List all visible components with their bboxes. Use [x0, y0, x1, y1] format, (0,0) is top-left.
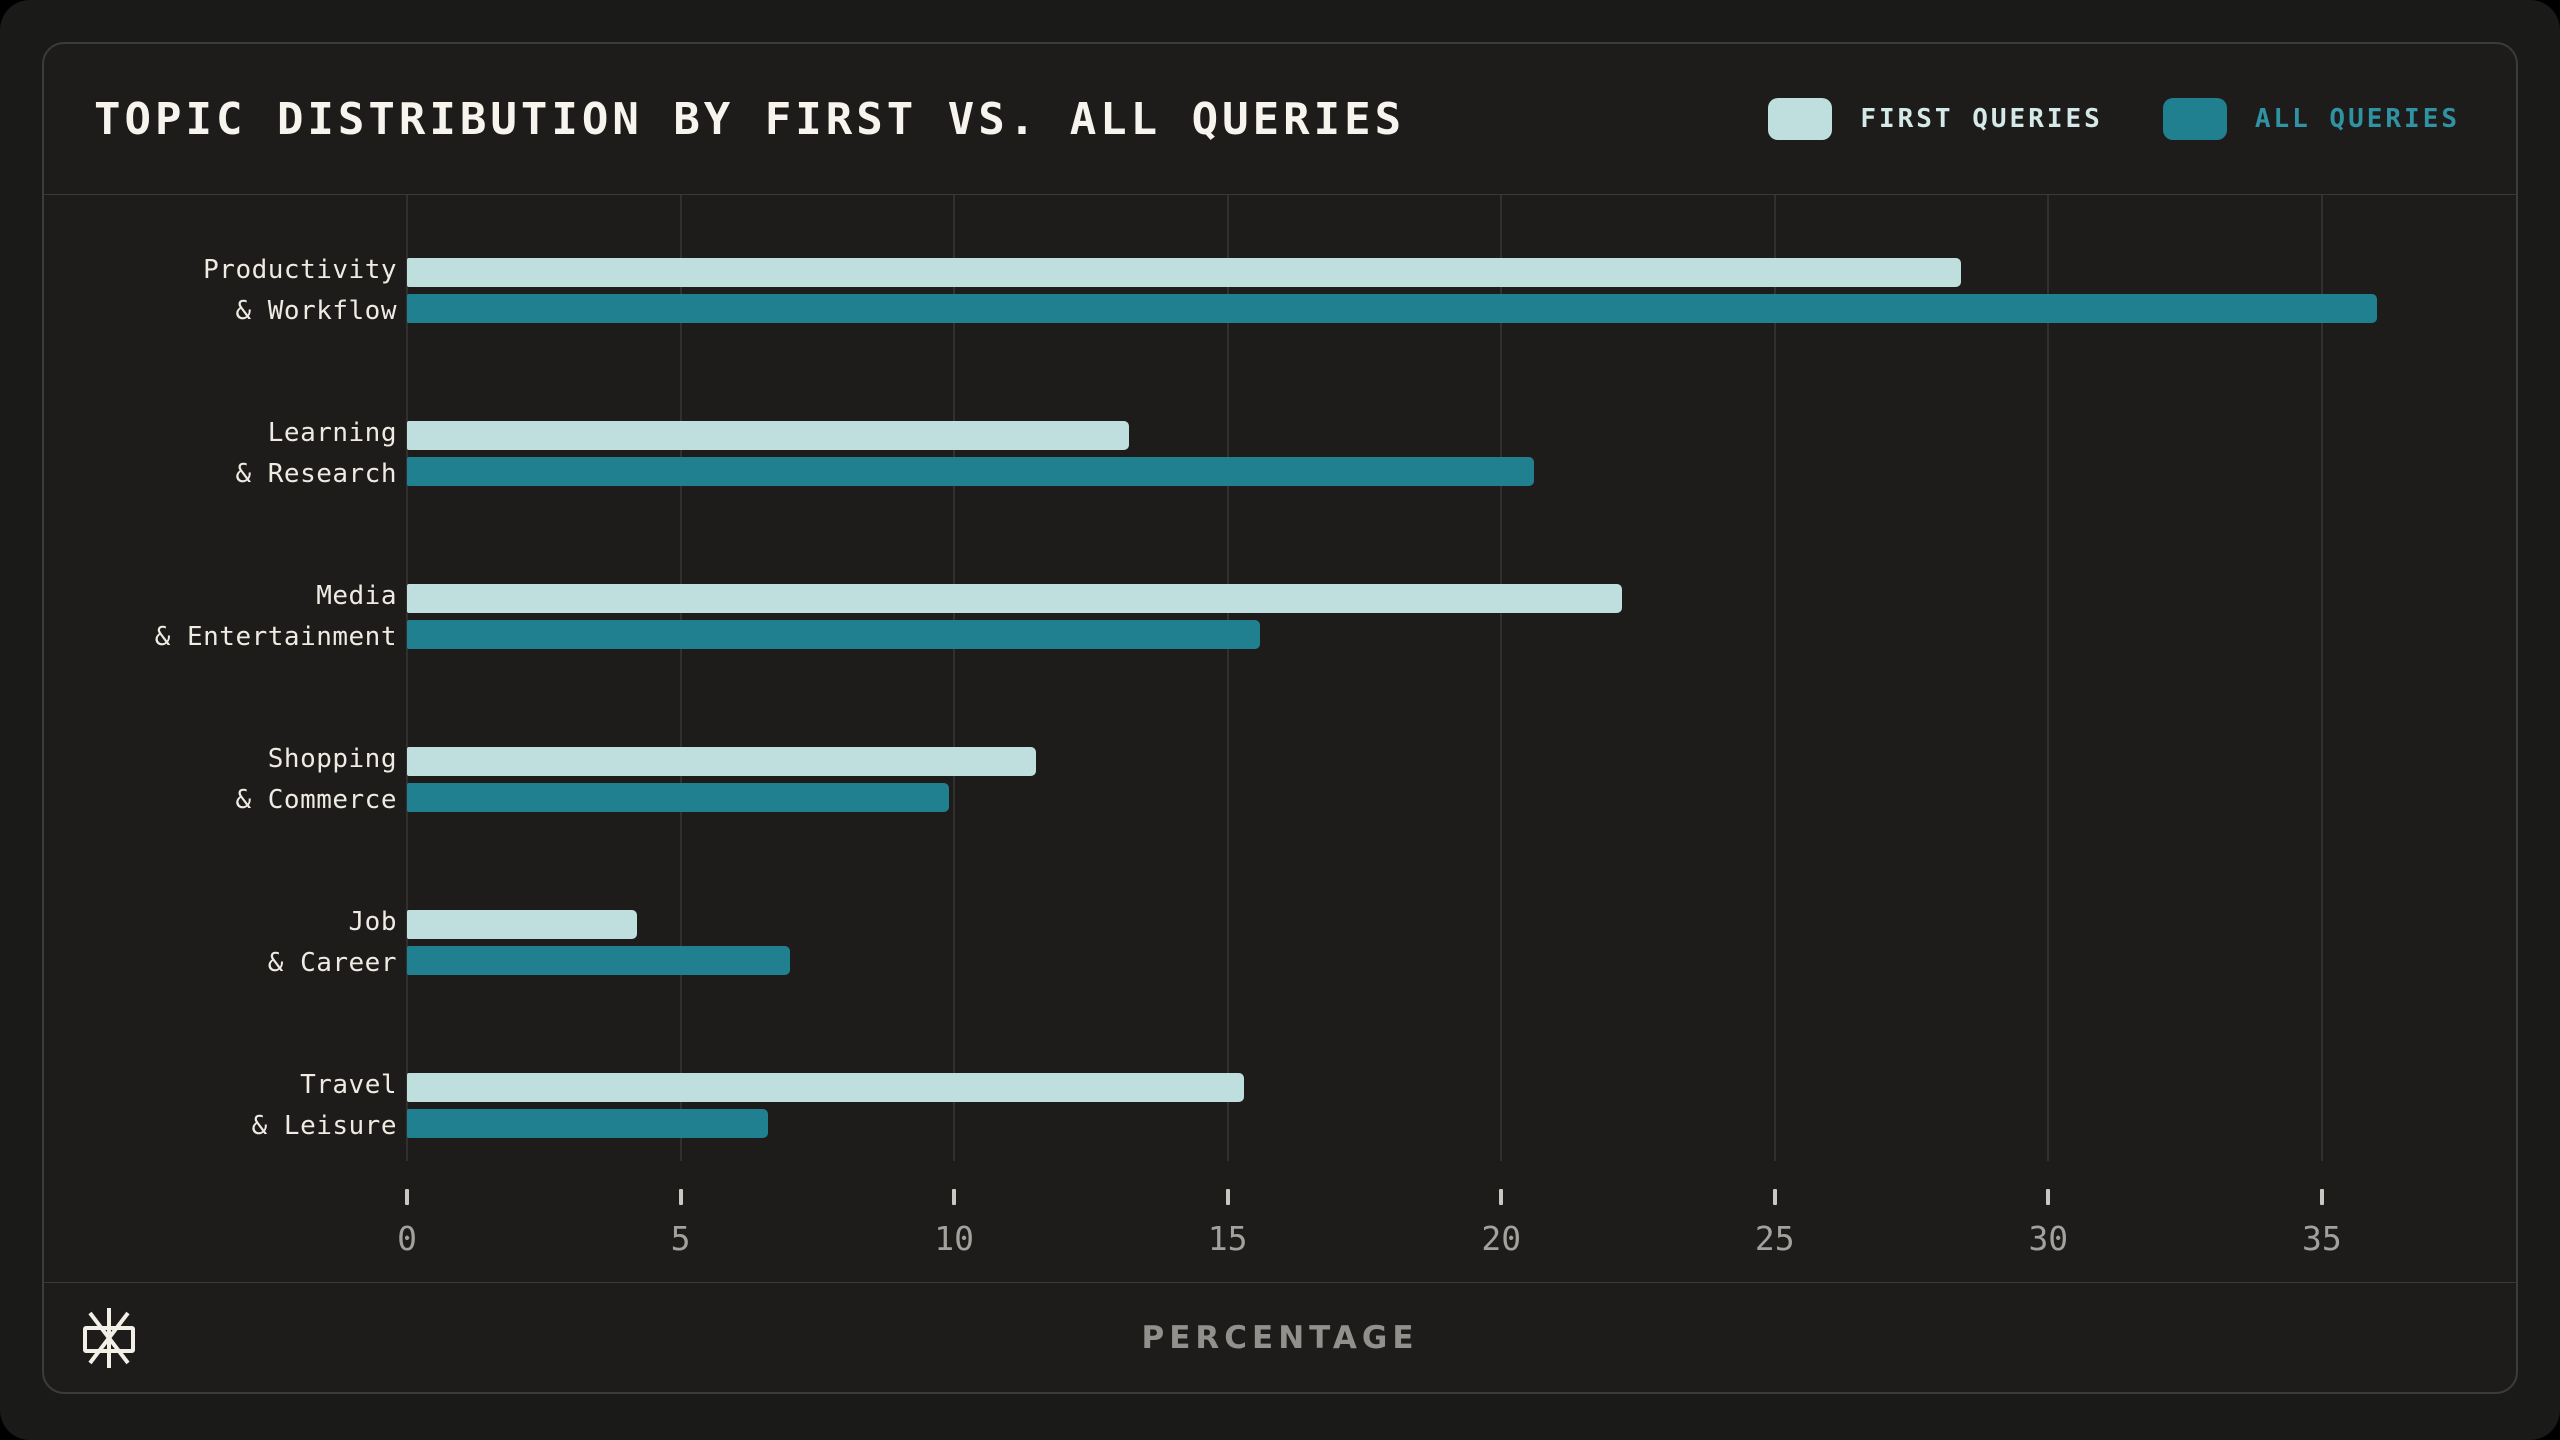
tick-mark	[2319, 1189, 2324, 1205]
tick-mark	[405, 1189, 409, 1205]
tick-mark	[952, 1189, 957, 1205]
category-label-line: Travel	[300, 1069, 397, 1100]
tick-label: 30	[2028, 1219, 2069, 1258]
gridline-35	[2320, 195, 2323, 1161]
category-row: Travel & Leisure	[44, 1024, 2516, 1187]
x-axis-ticks: 0 5 10 15 20 25 30 35	[397, 1187, 2486, 1282]
bar-all-queries	[407, 294, 2377, 323]
legend-swatch-icon	[2162, 98, 2227, 140]
category-row: Media & Entertainment	[44, 535, 2516, 698]
tick-label: 20	[1481, 1219, 1522, 1258]
bar-first-queries	[407, 747, 1037, 776]
category-row: Learning & Research	[44, 372, 2516, 535]
legend: FIRST QUERIES ALL QUERIES	[1768, 98, 2460, 140]
x-axis: 0 5 10 15 20 25 30 35	[44, 1187, 2516, 1282]
category-label-line: Learning	[267, 417, 397, 448]
gridline-5	[679, 195, 682, 1161]
category-label-line: & Workflow	[235, 295, 397, 326]
bar-first-queries	[407, 584, 1622, 613]
legend-label: ALL QUERIES	[2254, 104, 2460, 134]
bar-rows: Productivity & Workflow Learning & Research…	[44, 209, 2516, 1187]
bar-all-queries	[407, 946, 790, 975]
gridline-15	[1226, 195, 1229, 1161]
tick-mark	[1499, 1189, 1504, 1205]
category-label-line: & Research	[235, 458, 397, 489]
tick-mark	[2046, 1189, 2051, 1205]
category-label-line: Job	[348, 906, 397, 937]
bar-all-queries	[407, 457, 1535, 486]
tick-mark	[678, 1189, 683, 1205]
bar-pair	[407, 209, 2486, 372]
tick-label: 25	[1754, 1219, 1795, 1258]
category-row: Job & Career	[44, 861, 2516, 1024]
category-label: Learning & Research	[44, 372, 407, 535]
category-label: Job & Career	[44, 861, 407, 1024]
bar-pair	[407, 861, 2486, 1024]
bar-first-queries	[407, 1073, 1245, 1102]
legend-label: FIRST QUERIES	[1860, 104, 2103, 134]
chart-plot-area: Productivity & Workflow Learning & Research…	[44, 195, 2516, 1187]
chart-footer: PERCENTAGE	[44, 1282, 2516, 1392]
x-axis-label: PERCENTAGE	[1141, 1319, 1419, 1356]
category-label-line: & Leisure	[251, 1110, 397, 1141]
category-label-line: & Entertainment	[154, 621, 397, 652]
bar-pair	[407, 1024, 2486, 1187]
bar-all-queries	[407, 1109, 769, 1138]
tick-label: 0	[397, 1219, 417, 1258]
category-row: Productivity & Workflow	[44, 209, 2516, 372]
bar-all-queries	[407, 783, 949, 812]
tick-label: 10	[934, 1219, 974, 1258]
asterisk-starburst-logo-icon	[83, 1307, 135, 1368]
chart-card: TOPIC DISTRIBUTION BY FIRST VS. ALL QUER…	[42, 42, 2518, 1394]
bar-pair	[407, 698, 2486, 861]
bar-all-queries	[407, 620, 1261, 649]
chart-title: TOPIC DISTRIBUTION BY FIRST VS. ALL QUER…	[94, 93, 1406, 145]
bar-first-queries	[407, 910, 637, 939]
legend-item-first-queries: FIRST QUERIES	[1768, 98, 2103, 140]
tick-label: 5	[670, 1219, 691, 1258]
bar-pair	[407, 535, 2486, 698]
category-label: Productivity & Workflow	[44, 209, 407, 372]
gridline-30	[2047, 195, 2050, 1161]
category-label-line: Shopping	[267, 743, 397, 774]
tick-label: 15	[1207, 1219, 1248, 1258]
gridline-10	[953, 195, 956, 1161]
bar-first-queries	[407, 258, 1961, 287]
gridlines	[406, 195, 2486, 1161]
tick-mark	[1225, 1189, 1230, 1205]
category-row: Shopping & Commerce	[44, 698, 2516, 861]
tick-label: 35	[2301, 1219, 2342, 1258]
category-label-line: Media	[316, 580, 397, 611]
gridline-20	[1500, 195, 1503, 1161]
category-label: Travel & Leisure	[44, 1024, 407, 1187]
bar-pair	[407, 372, 2486, 535]
category-label-line: & Career	[267, 947, 397, 978]
category-label: Media & Entertainment	[44, 535, 407, 698]
category-label-line: Productivity	[203, 254, 397, 285]
gridline-0	[406, 195, 408, 1161]
legend-item-all-queries: ALL QUERIES	[2162, 98, 2460, 140]
gridline-25	[1773, 195, 1776, 1161]
tick-mark	[1772, 1189, 1777, 1205]
bar-first-queries	[407, 421, 1130, 450]
category-label-line: & Commerce	[235, 784, 397, 815]
category-label: Shopping & Commerce	[44, 698, 407, 861]
chart-header: TOPIC DISTRIBUTION BY FIRST VS. ALL QUER…	[44, 44, 2516, 195]
legend-swatch-icon	[1768, 98, 1833, 140]
